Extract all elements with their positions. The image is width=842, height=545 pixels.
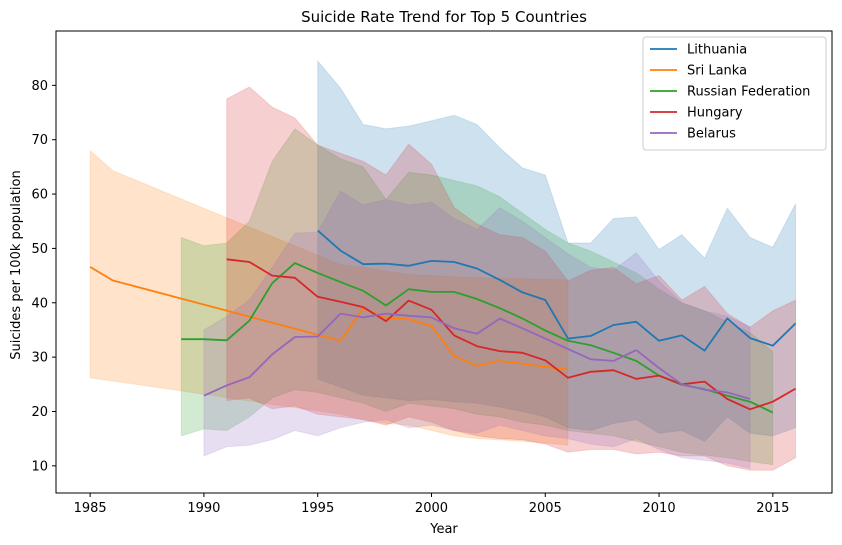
y-tick-label: 10 — [31, 459, 48, 474]
legend-box — [642, 36, 827, 151]
y-tick-label: 80 — [31, 79, 48, 94]
x-tick-label: 2000 — [415, 501, 448, 516]
legend-label-1: Sri Lanka — [687, 64, 747, 79]
y-tick-label: 20 — [31, 405, 48, 420]
x-tick-label: 2010 — [643, 501, 676, 516]
x-tick-label: 1990 — [187, 501, 220, 516]
plot-frame — [55, 30, 833, 494]
confidence-band-4 — [203, 190, 751, 470]
x-tick-label: 2005 — [529, 501, 562, 516]
legend-label-4: Belarus — [687, 127, 736, 142]
plot-border — [55, 30, 833, 494]
x-tick-label: 1995 — [301, 501, 334, 516]
y-tick-label: 30 — [31, 351, 48, 366]
x-axis-label: Year — [429, 522, 458, 537]
y-axis-label: Suicides per 100k population — [9, 170, 24, 359]
x-axis: 1985 1990 1995 2000 2005 2010 2015 — [74, 493, 789, 516]
confidence-band-3 — [226, 86, 797, 471]
y-axis: 10 20 30 40 50 60 70 80 — [31, 79, 56, 474]
y-tick-label: 40 — [31, 296, 48, 311]
y-tick-label: 50 — [31, 242, 48, 257]
confidence-band-1 — [89, 149, 569, 446]
chart-title: Suicide Rate Trend for Top 5 Countries — [301, 8, 587, 26]
confidence-band-2 — [180, 128, 774, 466]
confidence-bands — [89, 59, 797, 471]
legend-label-0: Lithuania — [687, 43, 747, 58]
series-lines — [89, 229, 797, 414]
legend-label-2: Russian Federation — [687, 85, 810, 100]
confidence-band-0 — [317, 59, 797, 443]
series-line-4 — [203, 312, 751, 400]
x-tick-label: 2015 — [756, 501, 789, 516]
series-line-3 — [226, 258, 797, 411]
y-tick-label: 60 — [31, 188, 48, 203]
series-line-0 — [317, 229, 797, 352]
legend: Lithuania Sri Lanka Russian Federation Hung… — [642, 36, 827, 151]
x-tick-label: 1985 — [74, 501, 107, 516]
series-line-1 — [89, 266, 569, 371]
legend-label-3: Hungary — [687, 106, 743, 121]
y-tick-label: 70 — [31, 133, 48, 148]
